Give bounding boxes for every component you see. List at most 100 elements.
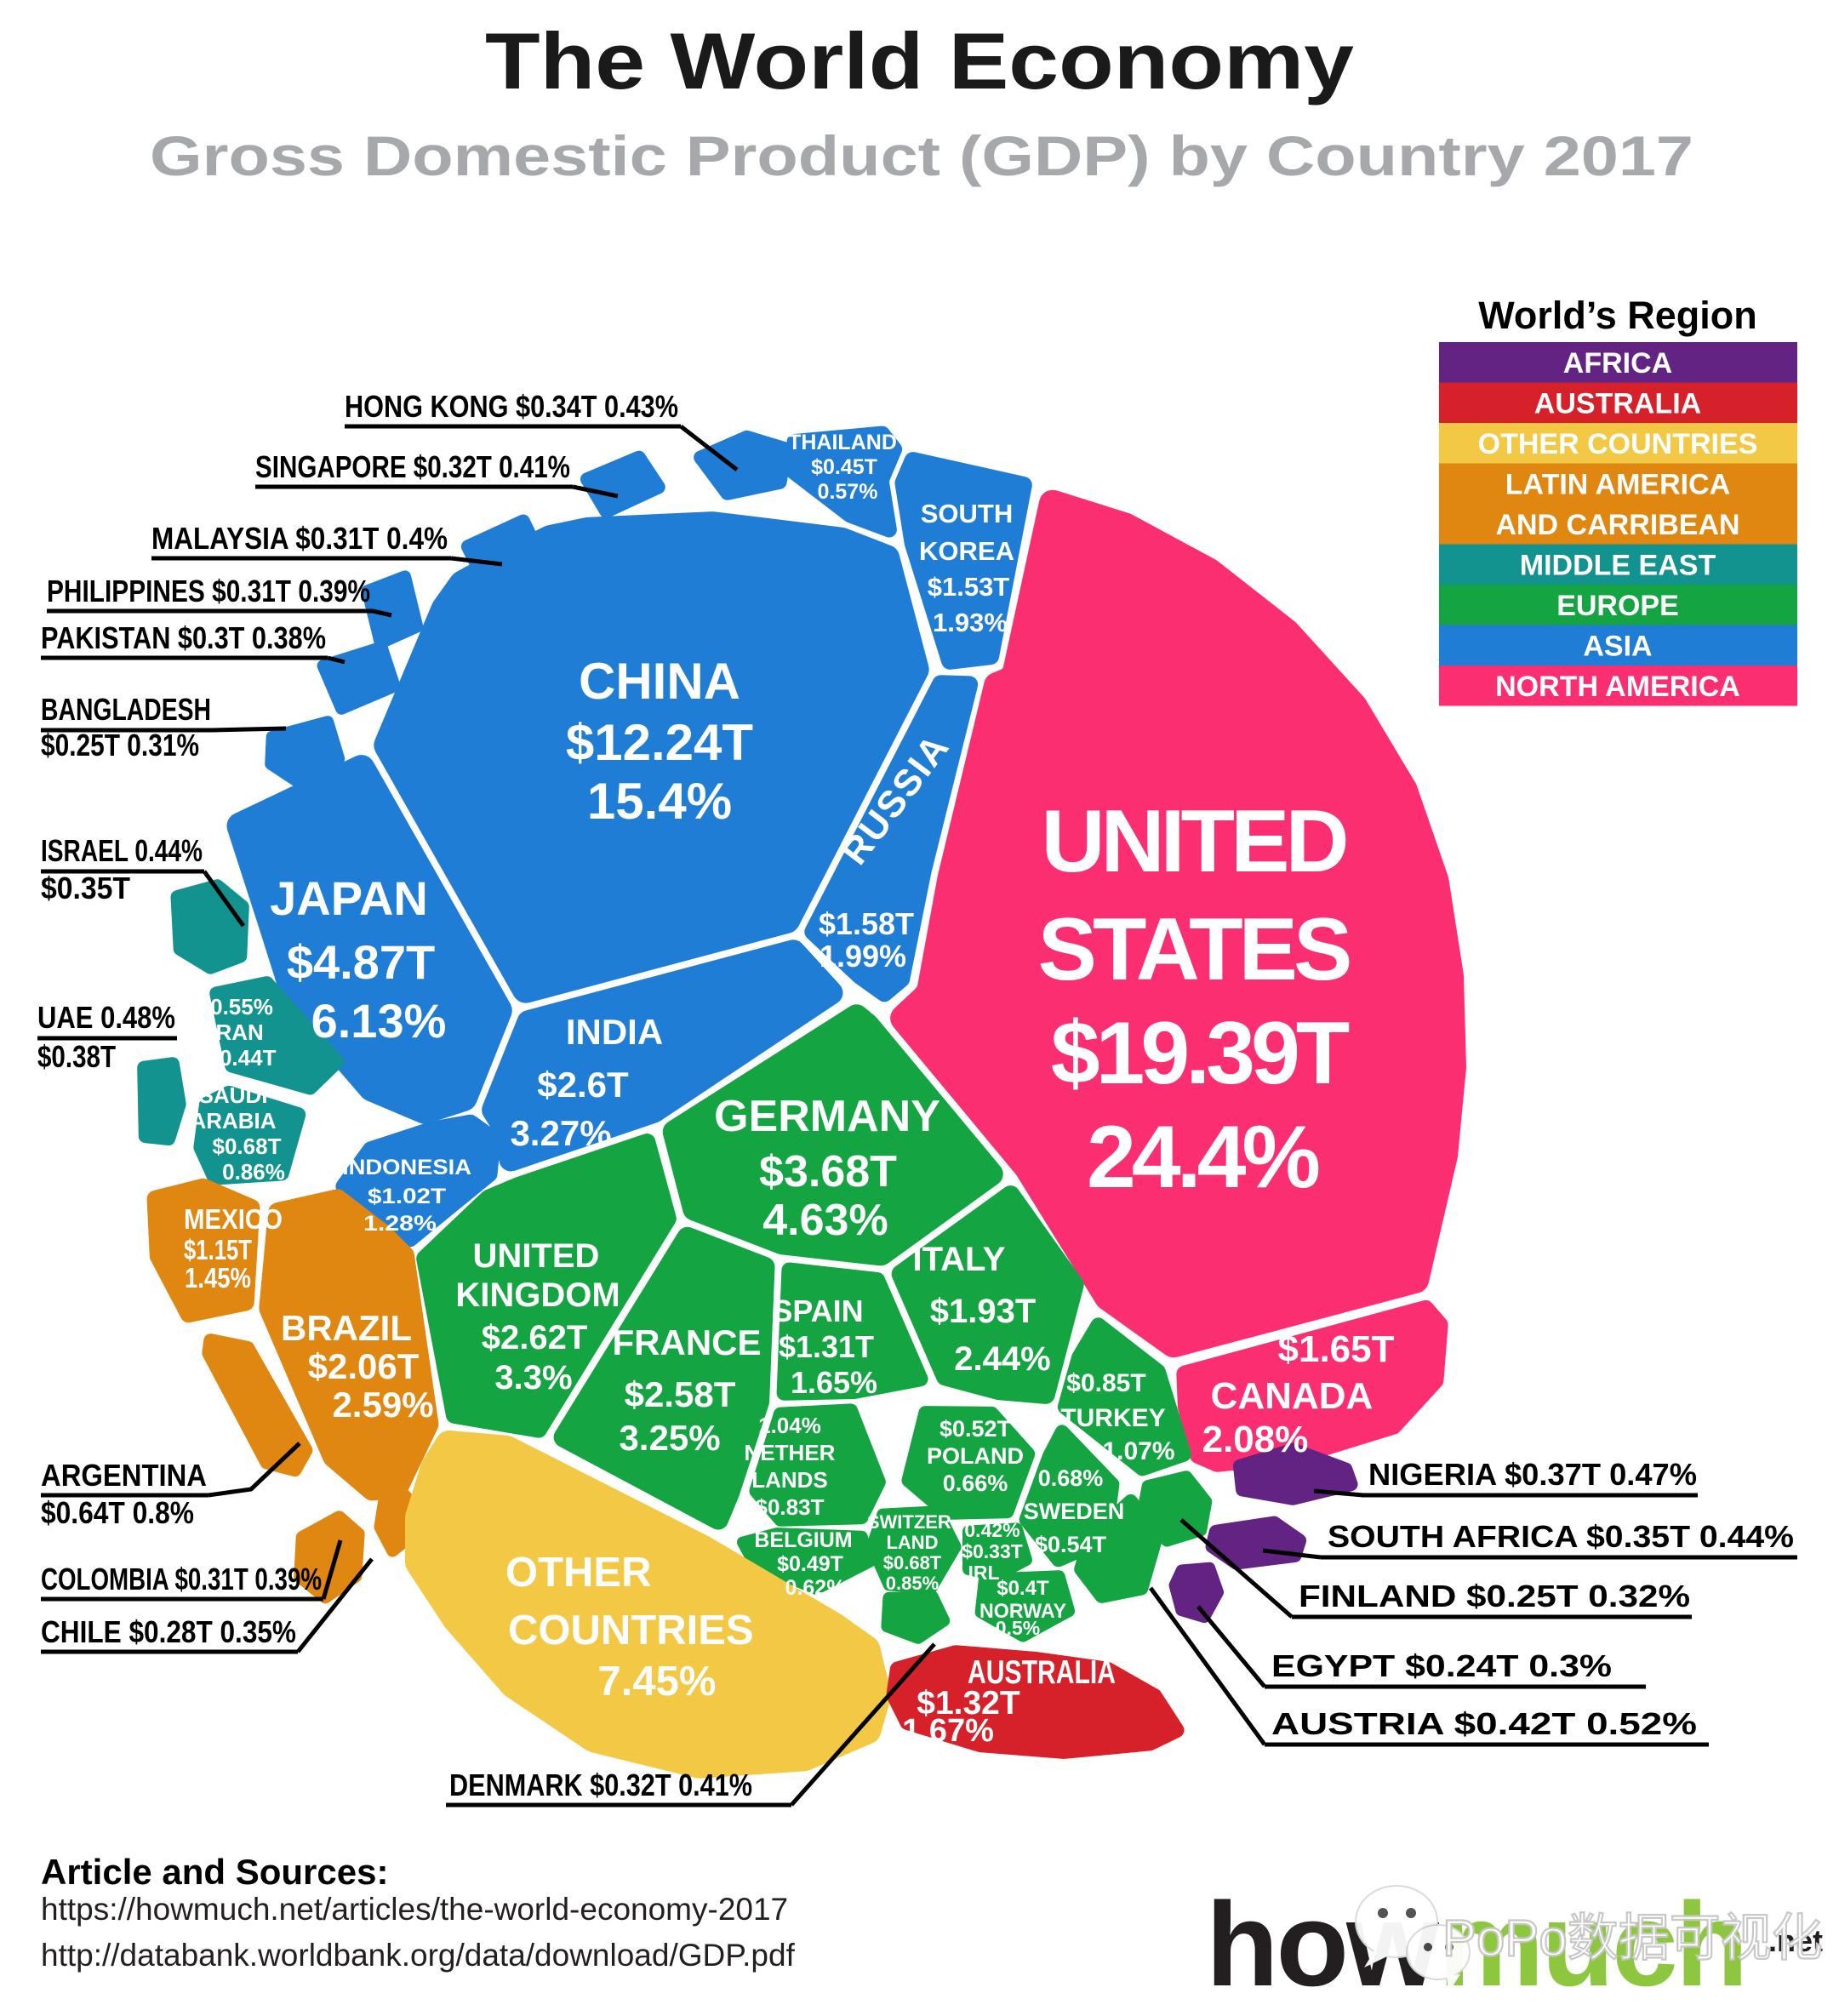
svg-text:$2.6T: $2.6T [537,1065,629,1105]
svg-text:SOUTH AFRICA $0.35T 0.44%: SOUTH AFRICA $0.35T 0.44% [1328,1519,1794,1554]
svg-text:IRAN: IRAN [209,1019,264,1045]
svg-text:$0.45T: $0.45T [811,455,877,479]
svg-text:NORTH AMERICA: NORTH AMERICA [1495,671,1740,703]
svg-text:4.63%: 4.63% [762,1196,888,1245]
svg-text:PHILIPPINES $0.31T 0.39%: PHILIPPINES $0.31T 0.39% [47,574,370,608]
svg-text:3.3%: 3.3% [494,1359,572,1396]
svg-text:OTHER COUNTRIES: OTHER COUNTRIES [1478,428,1758,460]
svg-text:0.42%: 0.42% [964,1519,1019,1541]
svg-text:SINGAPORE $0.32T 0.41%: SINGAPORE $0.32T 0.41% [255,449,570,484]
svg-text:3.27%: 3.27% [510,1113,611,1153]
svg-text:AUSTRALIA: AUSTRALIA [1534,387,1701,420]
svg-text:6.13%: 6.13% [311,994,447,1048]
svg-text:$0.35T: $0.35T [41,871,130,905]
svg-text:$0.44T: $0.44T [208,1045,277,1071]
svg-text:$0.68T: $0.68T [213,1134,282,1159]
svg-text:HONG KONG $0.34T 0.43%: HONG KONG $0.34T 0.43% [345,389,678,424]
svg-text:$0.38T: $0.38T [37,1039,116,1074]
svg-text:1.04%: 1.04% [758,1413,821,1438]
svg-text:EUROPE: EUROPE [1556,590,1679,622]
svg-text:0.5%: 0.5% [996,1617,1040,1639]
svg-text:NORWAY: NORWAY [979,1600,1066,1623]
svg-text:$2.06T: $2.06T [308,1346,420,1386]
svg-text:AND CARRIBEAN: AND CARRIBEAN [1495,509,1739,541]
svg-text:IRL: IRL [968,1562,999,1584]
svg-text:COLOMBIA $0.31T 0.39%: COLOMBIA $0.31T 0.39% [41,1562,322,1596]
svg-text:$1.02T: $1.02T [368,1185,446,1208]
svg-text:7.45%: 7.45% [598,1659,717,1705]
svg-text:JAPAN: JAPAN [270,871,428,925]
svg-text:ARGENTINA: ARGENTINA [41,1458,207,1493]
svg-text:$0.52T: $0.52T [939,1416,1012,1442]
svg-text:$0.64T 0.8%: $0.64T 0.8% [41,1495,194,1530]
svg-text:Gross Domestic Product (GDP) b: Gross Domestic Product (GDP) by Country … [150,124,1693,187]
svg-text:$0.25T 0.31%: $0.25T 0.31% [41,728,199,762]
svg-text:STATES: STATES [1038,900,1350,999]
svg-text:World’s Region: World’s Region [1478,294,1757,337]
svg-text:$1.32T: $1.32T [917,1685,1020,1722]
svg-text:GERMANY: GERMANY [714,1092,940,1141]
svg-text:THAILAND: THAILAND [788,431,897,454]
svg-text:UNITED: UNITED [1041,792,1345,891]
svg-text:SPAIN: SPAIN [772,1294,863,1328]
svg-text:http://databank.worldbank.org/: http://databank.worldbank.org/data/downl… [41,1938,796,1973]
svg-text:OTHER: OTHER [505,1550,652,1596]
svg-text:much: much [1438,1877,1745,2011]
svg-text:0.86%: 0.86% [222,1159,285,1185]
svg-text:https://howmuch.net/articles/t: https://howmuch.net/articles/the-world-e… [41,1892,788,1927]
svg-text:MEXICO: MEXICO [184,1203,283,1235]
svg-text:0.68%: 0.68% [1038,1465,1104,1491]
svg-text:ASIA: ASIA [1583,630,1652,662]
svg-text:0.55%: 0.55% [210,994,273,1019]
svg-text:COUNTRIES: COUNTRIES [508,1608,754,1653]
svg-text:BELGIUM: BELGIUM [754,1528,852,1552]
svg-text:1.45%: 1.45% [185,1262,251,1294]
svg-text:AUSTRIA $0.42T 0.52%: AUSTRIA $0.42T 0.52% [1271,1706,1697,1741]
svg-text:CHILE $0.28T 0.35%: CHILE $0.28T 0.35% [41,1614,296,1649]
svg-text:POLAND: POLAND [927,1443,1024,1469]
svg-text:1.65%: 1.65% [791,1365,877,1400]
svg-text:2.08%: 2.08% [1202,1419,1309,1460]
svg-text:$19.39T: $19.39T [1051,1004,1350,1103]
svg-text:ARABIA: ARABIA [190,1108,276,1134]
svg-text:MALAYSIA $0.31T 0.4%: MALAYSIA $0.31T 0.4% [151,521,448,556]
svg-text:$1.93T: $1.93T [930,1293,1037,1330]
svg-text:1.99%: 1.99% [820,939,906,974]
svg-text:INDONESIA: INDONESIA [342,1156,471,1179]
svg-text:EGYPT $0.24T 0.3%: EGYPT $0.24T 0.3% [1271,1648,1612,1683]
svg-text:AFRICA: AFRICA [1563,347,1672,380]
svg-text:PAKISTAN $0.3T 0.38%: PAKISTAN $0.3T 0.38% [41,620,326,655]
svg-text:Article and Sources:: Article and Sources: [41,1852,388,1892]
svg-text:$12.24T: $12.24T [566,714,753,771]
svg-text:ITALY: ITALY [913,1241,1006,1278]
svg-text:0.85%: 0.85% [886,1573,939,1594]
svg-text:1.67%: 1.67% [902,1713,994,1749]
svg-text:$0.33T: $0.33T [962,1540,1023,1562]
svg-text:TURKEY: TURKEY [1060,1404,1165,1432]
svg-text:NIGERIA $0.37T 0.47%: NIGERIA $0.37T 0.47% [1368,1457,1697,1492]
svg-text:$4.87T: $4.87T [287,935,435,989]
svg-text:FINLAND $0.25T 0.32%: FINLAND $0.25T 0.32% [1299,1579,1690,1613]
svg-text:AUSTRALIA: AUSTRALIA [968,1654,1116,1691]
svg-text:$0.4T: $0.4T [997,1577,1049,1600]
svg-text:15.4%: 15.4% [587,773,732,830]
svg-text:.net: .net [1768,1923,1823,1958]
svg-text:$3.68T: $3.68T [759,1147,897,1196]
svg-text:LANDS: LANDS [751,1467,828,1493]
svg-text:SOUTH: SOUTH [921,499,1014,528]
svg-text:$0.68T: $0.68T [883,1552,942,1573]
svg-text:UNITED: UNITED [473,1237,600,1275]
svg-text:BANGLADESH: BANGLADESH [41,692,211,727]
svg-text:0.66%: 0.66% [943,1471,1008,1496]
svg-text:LAND: LAND [886,1532,938,1553]
svg-text:KOREA: KOREA [919,536,1014,566]
svg-text:ISRAEL 0.44%: ISRAEL 0.44% [41,833,203,868]
svg-text:$0.54T: $0.54T [1035,1532,1107,1557]
svg-text:$0.49T: $0.49T [777,1552,843,1576]
svg-text:2.59%: 2.59% [332,1385,433,1425]
svg-text:24.4%: 24.4% [1087,1108,1318,1207]
svg-text:LATIN AMERICA: LATIN AMERICA [1505,468,1730,500]
svg-text:CHINA: CHINA [579,653,740,710]
svg-text:0.57%: 0.57% [818,480,878,504]
svg-text:$1.15T: $1.15T [184,1234,252,1265]
